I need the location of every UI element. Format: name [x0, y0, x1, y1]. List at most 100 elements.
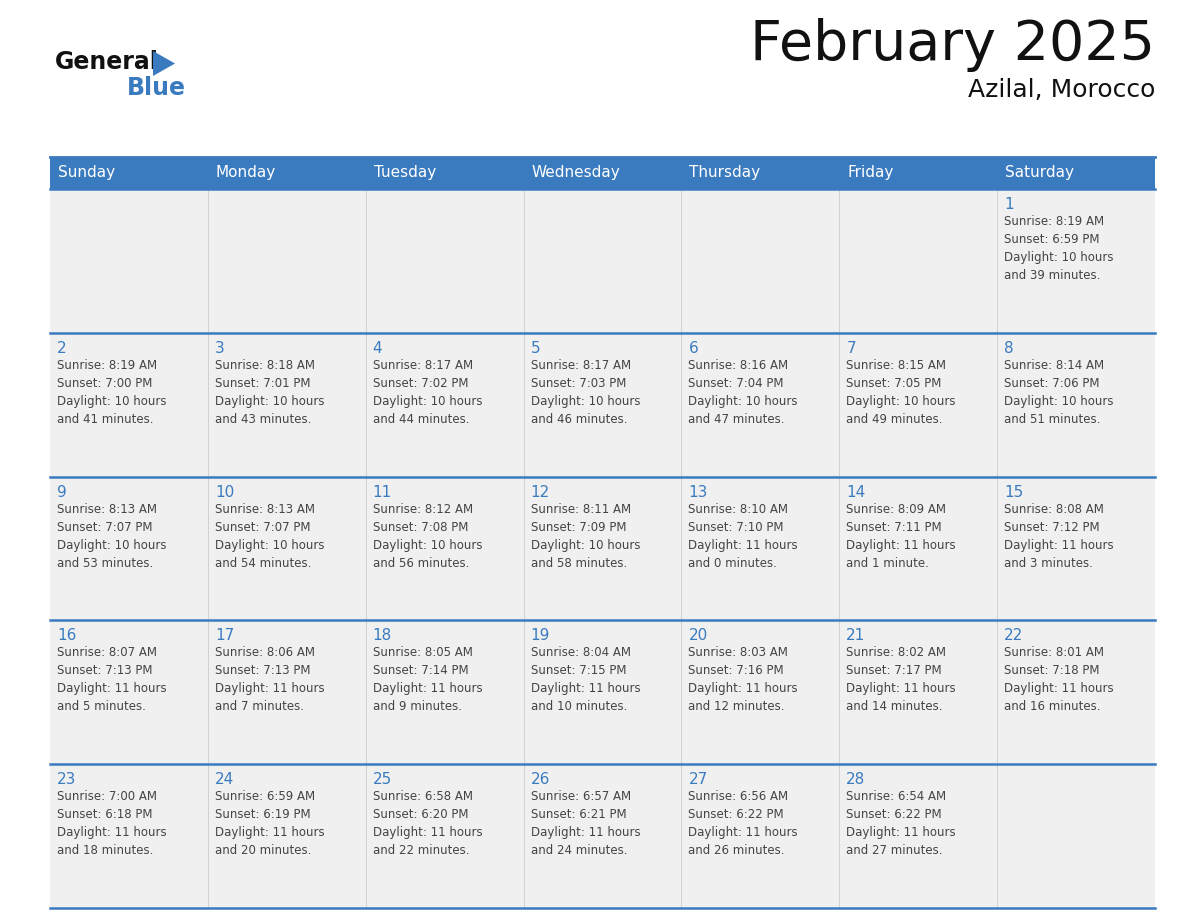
Text: Tuesday: Tuesday: [374, 165, 436, 181]
Text: 19: 19: [531, 629, 550, 644]
Text: Sunrise: 8:12 AM
Sunset: 7:08 PM
Daylight: 10 hours
and 56 minutes.: Sunrise: 8:12 AM Sunset: 7:08 PM Dayligh…: [373, 502, 482, 569]
Text: General: General: [55, 50, 159, 74]
Text: Sunrise: 6:57 AM
Sunset: 6:21 PM
Daylight: 11 hours
and 24 minutes.: Sunrise: 6:57 AM Sunset: 6:21 PM Dayligh…: [531, 790, 640, 857]
Bar: [839, 189, 997, 333]
Text: Thursday: Thursday: [689, 165, 760, 181]
Text: Blue: Blue: [127, 76, 187, 100]
Text: 4: 4: [373, 341, 383, 356]
Bar: [50, 476, 208, 621]
Text: Sunrise: 6:56 AM
Sunset: 6:22 PM
Daylight: 11 hours
and 26 minutes.: Sunrise: 6:56 AM Sunset: 6:22 PM Dayligh…: [688, 790, 798, 857]
Text: Sunrise: 8:19 AM
Sunset: 7:00 PM
Daylight: 10 hours
and 41 minutes.: Sunrise: 8:19 AM Sunset: 7:00 PM Dayligh…: [57, 359, 166, 426]
Text: 18: 18: [373, 629, 392, 644]
Text: Sunrise: 8:05 AM
Sunset: 7:14 PM
Daylight: 11 hours
and 9 minutes.: Sunrise: 8:05 AM Sunset: 7:14 PM Dayligh…: [373, 646, 482, 713]
Bar: [524, 764, 682, 908]
Text: Sunrise: 8:11 AM
Sunset: 7:09 PM
Daylight: 10 hours
and 58 minutes.: Sunrise: 8:11 AM Sunset: 7:09 PM Dayligh…: [531, 502, 640, 569]
Text: Sunrise: 7:00 AM
Sunset: 6:18 PM
Daylight: 11 hours
and 18 minutes.: Sunrise: 7:00 AM Sunset: 6:18 PM Dayligh…: [57, 790, 166, 857]
Text: 22: 22: [1004, 629, 1023, 644]
Bar: [524, 157, 682, 189]
Bar: [524, 621, 682, 764]
Bar: [208, 189, 366, 333]
Text: Sunrise: 8:17 AM
Sunset: 7:03 PM
Daylight: 10 hours
and 46 minutes.: Sunrise: 8:17 AM Sunset: 7:03 PM Dayligh…: [531, 359, 640, 426]
Bar: [839, 764, 997, 908]
Text: Saturday: Saturday: [1005, 165, 1074, 181]
Text: 10: 10: [215, 485, 234, 499]
Text: Sunday: Sunday: [58, 165, 115, 181]
Bar: [682, 189, 839, 333]
Text: Sunrise: 8:19 AM
Sunset: 6:59 PM
Daylight: 10 hours
and 39 minutes.: Sunrise: 8:19 AM Sunset: 6:59 PM Dayligh…: [1004, 215, 1113, 282]
Text: 2: 2: [57, 341, 67, 356]
Text: 25: 25: [373, 772, 392, 788]
Bar: [524, 189, 682, 333]
Text: Sunrise: 8:16 AM
Sunset: 7:04 PM
Daylight: 10 hours
and 47 minutes.: Sunrise: 8:16 AM Sunset: 7:04 PM Dayligh…: [688, 359, 798, 426]
Text: Sunrise: 8:06 AM
Sunset: 7:13 PM
Daylight: 11 hours
and 7 minutes.: Sunrise: 8:06 AM Sunset: 7:13 PM Dayligh…: [215, 646, 324, 713]
Text: Sunrise: 8:13 AM
Sunset: 7:07 PM
Daylight: 10 hours
and 53 minutes.: Sunrise: 8:13 AM Sunset: 7:07 PM Dayligh…: [57, 502, 166, 569]
Text: Sunrise: 8:01 AM
Sunset: 7:18 PM
Daylight: 11 hours
and 16 minutes.: Sunrise: 8:01 AM Sunset: 7:18 PM Dayligh…: [1004, 646, 1114, 713]
Bar: [997, 621, 1155, 764]
Text: 20: 20: [688, 629, 708, 644]
Text: 23: 23: [57, 772, 76, 788]
Text: #111111: #111111: [55, 47, 62, 48]
Text: 11: 11: [373, 485, 392, 499]
Bar: [997, 476, 1155, 621]
Text: 6: 6: [688, 341, 699, 356]
Text: 28: 28: [846, 772, 866, 788]
Bar: [366, 157, 524, 189]
Bar: [682, 621, 839, 764]
Bar: [682, 157, 839, 189]
Text: 15: 15: [1004, 485, 1023, 499]
Text: 16: 16: [57, 629, 76, 644]
Text: 5: 5: [531, 341, 541, 356]
Text: Monday: Monday: [216, 165, 276, 181]
Bar: [839, 333, 997, 476]
Text: 9: 9: [57, 485, 67, 499]
Bar: [50, 189, 208, 333]
Text: Azilal, Morocco: Azilal, Morocco: [967, 78, 1155, 102]
Text: Sunrise: 8:03 AM
Sunset: 7:16 PM
Daylight: 11 hours
and 12 minutes.: Sunrise: 8:03 AM Sunset: 7:16 PM Dayligh…: [688, 646, 798, 713]
Bar: [366, 476, 524, 621]
Bar: [839, 157, 997, 189]
Text: Sunrise: 6:59 AM
Sunset: 6:19 PM
Daylight: 11 hours
and 20 minutes.: Sunrise: 6:59 AM Sunset: 6:19 PM Dayligh…: [215, 790, 324, 857]
Bar: [50, 157, 208, 189]
Polygon shape: [153, 51, 175, 76]
Bar: [366, 333, 524, 476]
Text: 7: 7: [846, 341, 855, 356]
Text: 24: 24: [215, 772, 234, 788]
Text: February 2025: February 2025: [750, 18, 1155, 72]
Bar: [997, 764, 1155, 908]
Bar: [839, 621, 997, 764]
Text: 27: 27: [688, 772, 708, 788]
Text: Friday: Friday: [847, 165, 893, 181]
Bar: [50, 621, 208, 764]
Bar: [366, 764, 524, 908]
Text: Sunrise: 8:18 AM
Sunset: 7:01 PM
Daylight: 10 hours
and 43 minutes.: Sunrise: 8:18 AM Sunset: 7:01 PM Dayligh…: [215, 359, 324, 426]
Bar: [208, 333, 366, 476]
Text: Sunrise: 8:08 AM
Sunset: 7:12 PM
Daylight: 11 hours
and 3 minutes.: Sunrise: 8:08 AM Sunset: 7:12 PM Dayligh…: [1004, 502, 1114, 569]
Text: Sunrise: 8:02 AM
Sunset: 7:17 PM
Daylight: 11 hours
and 14 minutes.: Sunrise: 8:02 AM Sunset: 7:17 PM Dayligh…: [846, 646, 956, 713]
Bar: [208, 157, 366, 189]
Bar: [50, 333, 208, 476]
Text: Sunrise: 8:17 AM
Sunset: 7:02 PM
Daylight: 10 hours
and 44 minutes.: Sunrise: 8:17 AM Sunset: 7:02 PM Dayligh…: [373, 359, 482, 426]
Bar: [839, 476, 997, 621]
Text: Wednesday: Wednesday: [531, 165, 620, 181]
Bar: [682, 333, 839, 476]
Text: Sunrise: 6:54 AM
Sunset: 6:22 PM
Daylight: 11 hours
and 27 minutes.: Sunrise: 6:54 AM Sunset: 6:22 PM Dayligh…: [846, 790, 956, 857]
Bar: [524, 476, 682, 621]
Bar: [524, 333, 682, 476]
Text: Sunrise: 8:07 AM
Sunset: 7:13 PM
Daylight: 11 hours
and 5 minutes.: Sunrise: 8:07 AM Sunset: 7:13 PM Dayligh…: [57, 646, 166, 713]
Text: 1: 1: [1004, 197, 1013, 212]
Text: Sunrise: 8:13 AM
Sunset: 7:07 PM
Daylight: 10 hours
and 54 minutes.: Sunrise: 8:13 AM Sunset: 7:07 PM Dayligh…: [215, 502, 324, 569]
Text: Sunrise: 8:15 AM
Sunset: 7:05 PM
Daylight: 10 hours
and 49 minutes.: Sunrise: 8:15 AM Sunset: 7:05 PM Dayligh…: [846, 359, 956, 426]
Text: Sunrise: 6:58 AM
Sunset: 6:20 PM
Daylight: 11 hours
and 22 minutes.: Sunrise: 6:58 AM Sunset: 6:20 PM Dayligh…: [373, 790, 482, 857]
Text: 12: 12: [531, 485, 550, 499]
Text: 3: 3: [215, 341, 225, 356]
Text: 14: 14: [846, 485, 866, 499]
Text: 8: 8: [1004, 341, 1013, 356]
Text: Sunrise: 8:14 AM
Sunset: 7:06 PM
Daylight: 10 hours
and 51 minutes.: Sunrise: 8:14 AM Sunset: 7:06 PM Dayligh…: [1004, 359, 1113, 426]
Text: Sunrise: 8:09 AM
Sunset: 7:11 PM
Daylight: 11 hours
and 1 minute.: Sunrise: 8:09 AM Sunset: 7:11 PM Dayligh…: [846, 502, 956, 569]
Text: 17: 17: [215, 629, 234, 644]
Text: Sunrise: 8:04 AM
Sunset: 7:15 PM
Daylight: 11 hours
and 10 minutes.: Sunrise: 8:04 AM Sunset: 7:15 PM Dayligh…: [531, 646, 640, 713]
Bar: [366, 621, 524, 764]
Bar: [208, 621, 366, 764]
Bar: [366, 189, 524, 333]
Bar: [682, 764, 839, 908]
